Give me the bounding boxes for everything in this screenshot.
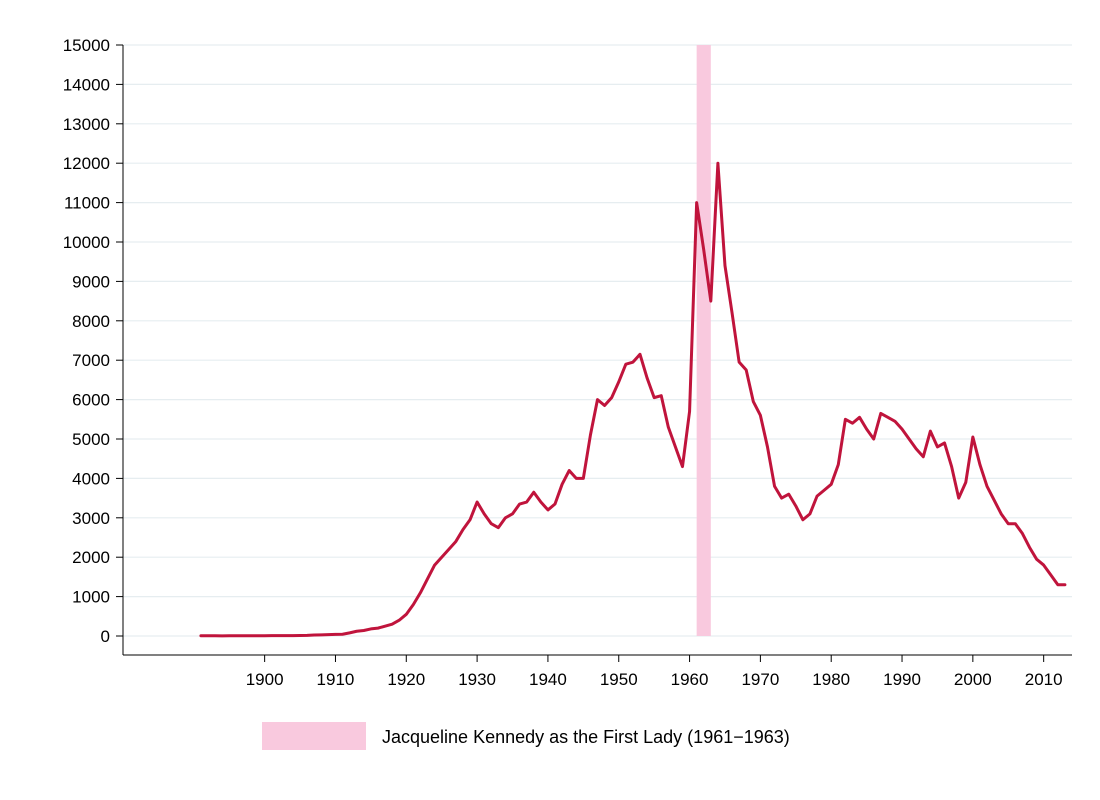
y-tick-label: 0 (101, 627, 110, 646)
y-tick-label: 7000 (72, 351, 110, 370)
highlight-band (696, 45, 711, 636)
y-tick-label: 9000 (72, 272, 110, 291)
x-tick-label: 1960 (671, 670, 709, 689)
x-tick-label: 2010 (1025, 670, 1063, 689)
axes: 0 1000 2000 3000 4000 5000 6000 7000 8000 9000 100… (63, 36, 1072, 689)
series-line-layer (199, 161, 1067, 638)
y-tick-label: 10000 (63, 233, 110, 252)
y-tick-label: 1000 (72, 588, 110, 607)
series-line (199, 161, 1067, 638)
y-tick-label: 15000 (63, 36, 110, 55)
y-tick-label: 6000 (72, 391, 110, 410)
x-tick-label: 1990 (883, 670, 921, 689)
x-tick-label: 1950 (600, 670, 638, 689)
y-tick-label: 13000 (63, 115, 110, 134)
legend-label: Jacqueline Kennedy as the First Lady (19… (382, 727, 790, 747)
x-tick-label: 1930 (458, 670, 496, 689)
x-tick-label: 1920 (387, 670, 425, 689)
y-tick-label: 2000 (72, 548, 110, 567)
legend-swatch (262, 722, 366, 750)
x-tick-label: 1980 (812, 670, 850, 689)
y-tick-label: 12000 (63, 154, 110, 173)
x-tick-label: 2000 (954, 670, 992, 689)
y-tick-label: 14000 (63, 75, 110, 94)
legend: Jacqueline Kennedy as the First Lady (19… (262, 722, 790, 750)
highlight-band-layer (696, 45, 711, 636)
y-tick-label: 3000 (72, 509, 110, 528)
x-tick-label: 1970 (741, 670, 779, 689)
y-tick-label: 8000 (72, 312, 110, 331)
y-tick-label: 5000 (72, 430, 110, 449)
y-tick-label: 11000 (64, 194, 110, 213)
grid-lines (123, 44, 1072, 637)
x-tick-label: 1910 (317, 670, 355, 689)
x-tick-label: 1940 (529, 670, 567, 689)
x-tick-label: 1900 (246, 670, 284, 689)
y-tick-label: 4000 (72, 469, 110, 488)
